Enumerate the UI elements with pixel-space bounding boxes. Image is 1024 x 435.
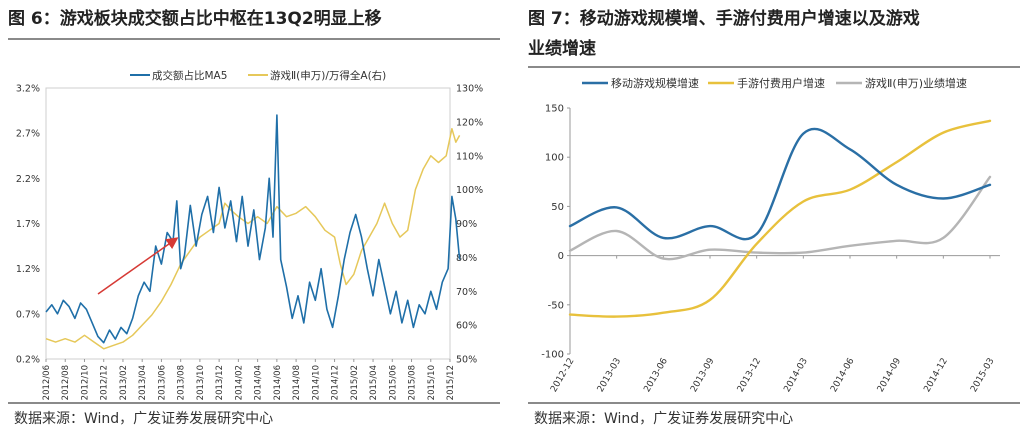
legend-label: 游戏Ⅱ(申万)业绩增速 <box>865 76 967 90</box>
x-tick-label: 2013/04 <box>138 365 148 400</box>
right-y-tick-label: 110% <box>456 151 483 162</box>
x-tick-label: 2015-03 <box>969 357 996 395</box>
series-line-mobile-paying-users-growth <box>568 119 992 318</box>
figure-7-chart: -100 -50 0 50 100 150 2012-12 2013-03 2013-06 201… <box>541 76 1000 395</box>
x-tick-label: 2014-12 <box>922 357 949 395</box>
x-tick-label: 2014-03 <box>782 357 809 395</box>
series-line-turnover-share-ma5 <box>45 114 461 344</box>
figure-6-bottom-rule <box>8 402 500 404</box>
figure-6-source: 数据来源：Wind，广发证券发展研究中心 <box>14 411 274 427</box>
x-tick-label: 2014/08 <box>292 365 302 400</box>
x-tick-label: 2014/02 <box>234 365 244 400</box>
figure-7-title-line1: 图 7：移动游戏规模增、手游付费用户增速以及游戏 <box>528 9 920 29</box>
x-tick-label: 2013-12 <box>736 357 763 395</box>
right-y-tick-label: 50% <box>456 355 477 366</box>
x-tick-label: 2013/12 <box>215 365 225 400</box>
figure-6-panel: 图 6：游戏板块成交额占比中枢在13Q2明显上移 0.2% 0.7% 1.2% 1.7… <box>0 0 505 435</box>
series-line-mobile-game-scale-growth <box>568 127 992 241</box>
right-y-tick-label: 100% <box>456 185 483 196</box>
series-line-game-vs-wind-a <box>45 127 461 350</box>
x-tick-label: 2015/12 <box>446 365 456 400</box>
x-tick-label: 2015/02 <box>350 365 360 400</box>
x-tick-label: 2015/04 <box>369 365 379 400</box>
series-line-game-sector-earnings-growth <box>568 175 992 261</box>
legend-label: 游戏Ⅱ(申万)/万得全A(右) <box>270 69 386 82</box>
figure-7-title: 图 7：移动游戏规模增、手游付费用户增速以及游戏 业绩增速 <box>528 4 920 64</box>
right-y-tick-label: 70% <box>456 287 477 298</box>
left-y-tick-label: 1.7% <box>16 219 40 230</box>
y-tick-label: -50 <box>548 300 564 311</box>
x-tick-label: 2014/10 <box>311 365 321 400</box>
x-tick-label: 2013-09 <box>689 356 717 394</box>
x-tick-label: 2013/08 <box>177 365 187 400</box>
left-y-tick-label: 2.2% <box>16 174 40 185</box>
left-y-tick-label: 2.7% <box>16 129 40 140</box>
x-tick-label: 2012/08 <box>61 365 71 400</box>
figure-7-top-rule <box>528 66 1020 68</box>
y-tick-label: -100 <box>541 350 564 361</box>
x-tick-label: 2014-09 <box>876 356 904 394</box>
y-tick-label: 0 <box>558 251 564 262</box>
right-y-tick-label: 90% <box>456 219 477 230</box>
left-y-tick-label: 0.2% <box>16 355 40 366</box>
figure-6-top-rule <box>8 38 500 40</box>
figure-6-chart: 0.2% 0.7% 1.2% 1.7% 2.2% 2.7% 3.2% 50% 60% 70% 80%… <box>16 69 483 400</box>
x-tick-label: 2014-06 <box>829 356 857 394</box>
x-tick-label: 2012/06 <box>42 365 52 400</box>
figure-7-bottom-rule <box>528 402 1020 404</box>
legend-label: 移动游戏规模增速 <box>611 76 699 90</box>
figure-6-title: 图 6：游戏板块成交额占比中枢在13Q2明显上移 <box>8 9 382 29</box>
legend-label: 成交额占比MA5 <box>152 69 227 82</box>
right-y-tick-label: 130% <box>456 84 483 95</box>
x-tick-label: 2012-12 <box>549 357 576 395</box>
x-tick-label: 2012/10 <box>80 365 90 400</box>
x-tick-label: 2013-06 <box>642 356 670 394</box>
x-tick-label: 2013/10 <box>196 365 206 400</box>
x-tick-label: 2014/04 <box>254 365 264 400</box>
x-tick-label: 2013/06 <box>157 365 167 400</box>
left-y-tick-label: 1.2% <box>16 264 40 275</box>
y-tick-label: 100 <box>545 153 564 164</box>
right-y-tick-label: 60% <box>456 321 477 332</box>
x-tick-label: 2015/10 <box>427 365 437 400</box>
x-tick-label: 2015/08 <box>408 365 418 400</box>
right-y-tick-label: 120% <box>456 117 483 128</box>
figure-7-title-line2: 业绩增速 <box>528 39 596 59</box>
y-tick-label: 50 <box>551 202 564 213</box>
y-tick-label: 150 <box>545 104 564 115</box>
trend-arrow-annotation <box>97 237 179 295</box>
left-y-tick-label: 3.2% <box>16 84 40 95</box>
x-tick-label: 2013/02 <box>119 365 129 400</box>
figure-7-source: 数据来源：Wind，广发证券发展研究中心 <box>534 411 794 427</box>
x-tick-label: 2013-03 <box>596 357 623 395</box>
x-tick-label: 2014/12 <box>331 365 341 400</box>
figure-7-panel: 图 7：移动游戏规模增、手游付费用户增速以及游戏 业绩增速 -100 -50 0 50… <box>520 0 1024 435</box>
x-tick-label: 2014/06 <box>273 365 283 400</box>
x-tick-label: 2015/06 <box>388 365 398 400</box>
left-y-tick-label: 0.7% <box>16 309 40 320</box>
right-y-tick-label: 80% <box>456 253 477 264</box>
x-tick-label: 2012/12 <box>100 365 110 400</box>
legend-label: 手游付费用户增速 <box>737 76 825 90</box>
